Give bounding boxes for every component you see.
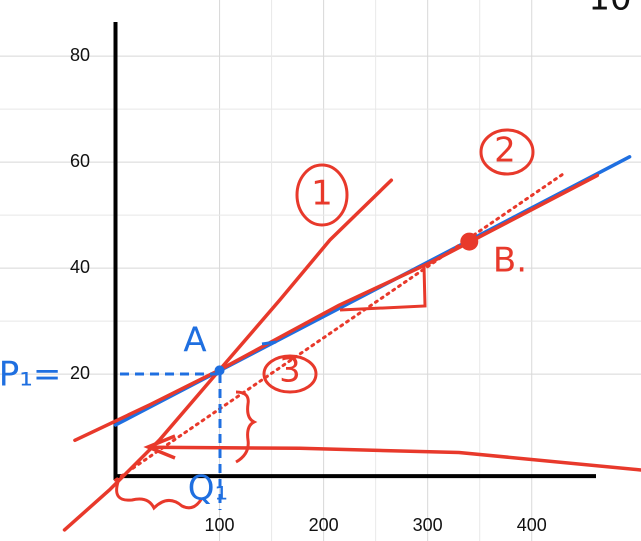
annotation: A — [183, 321, 206, 361]
y-tick-label: 40 — [70, 257, 90, 277]
x-tick-label: 300 — [413, 515, 443, 535]
annotation: 2 — [494, 131, 516, 171]
blue-tick — [262, 342, 276, 344]
annotation: 1 — [311, 174, 333, 214]
page: {"chart_data": { "type": "line", "xlim":… — [0, 0, 641, 541]
point — [460, 233, 478, 251]
brace — [236, 392, 254, 462]
annotation: P₁= — [0, 355, 61, 395]
x-tick-label: 200 — [309, 515, 339, 535]
annotation: 10 — [588, 0, 631, 19]
x-tick-label: 400 — [517, 515, 547, 535]
y-tick-label: 80 — [70, 45, 90, 65]
y-tick-label: 20 — [70, 363, 90, 383]
annotation: Q₁ — [188, 469, 228, 509]
annotation: B. — [493, 241, 527, 281]
line — [150, 447, 641, 470]
chart: 10020030040020406080AB.P₁=Q₁12310 — [0, 0, 641, 541]
y-tick-label: 60 — [70, 151, 90, 171]
x-tick-label: 100 — [205, 515, 235, 535]
